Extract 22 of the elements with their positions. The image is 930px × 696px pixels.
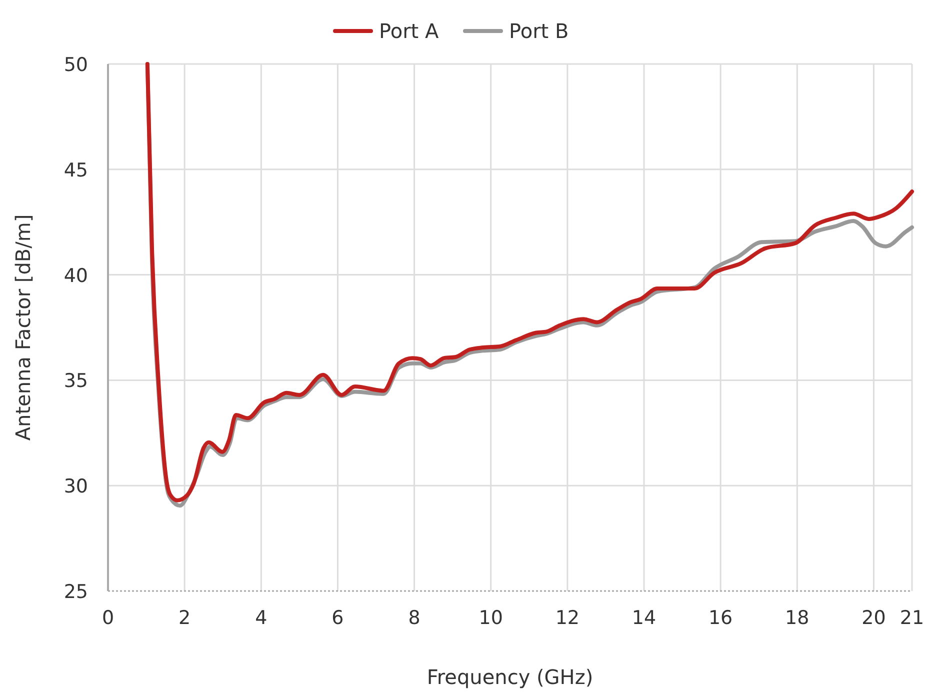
y-axis-title: Antenna Factor [dB/m] [11,214,35,441]
x-tick-label: 14 [632,607,656,629]
x-axis-title: Frequency (GHz) [426,665,594,689]
x-tick-label: 2 [178,607,191,629]
x-tick-label: 10 [478,607,503,629]
x-tick-label: 16 [708,607,733,629]
x-tick-label: 21 [900,607,924,629]
x-tick-label: 12 [555,607,580,629]
y-tick-label: 30 [64,476,88,498]
x-tick-label: 18 [785,607,810,629]
x-tick-label: 0 [102,607,114,629]
legend-label: Port A [379,19,440,43]
y-tick-label: 50 [64,54,88,76]
x-tick-label: 20 [862,607,886,629]
y-tick-label: 35 [64,370,88,392]
x-tick-label: 8 [408,607,420,629]
legend-label: Port B [509,19,569,43]
y-tick-label: 40 [64,264,88,287]
x-tick-label: 4 [255,607,268,629]
y-tick-label: 25 [64,581,88,603]
y-tick-label: 45 [64,159,88,182]
x-tick-label: 6 [332,607,344,629]
